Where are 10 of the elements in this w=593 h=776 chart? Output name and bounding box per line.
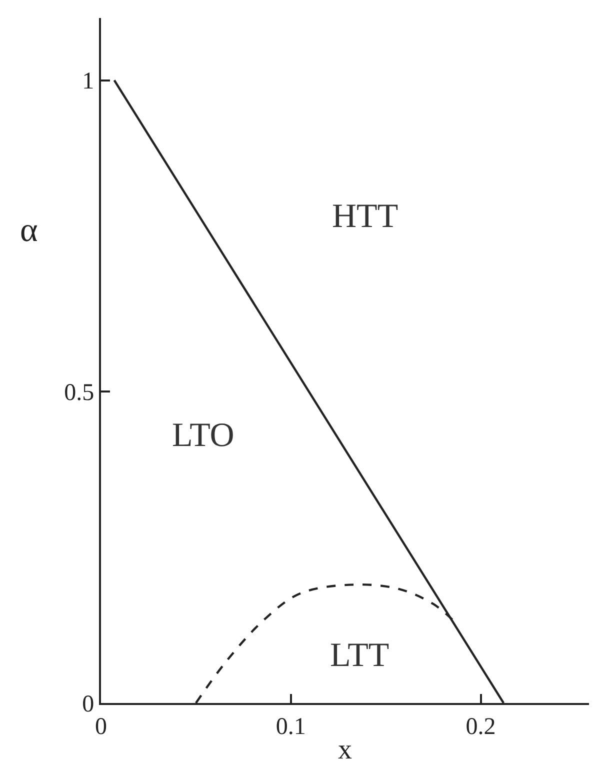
annotation: HTT — [332, 198, 398, 235]
annotation: LTO — [172, 417, 234, 454]
x-tick-label: 0.1 — [276, 714, 306, 740]
x-tick-label: 0.2 — [466, 714, 496, 740]
y-tick-label: 0.5 — [64, 380, 94, 406]
y-tick-label: 1 — [82, 68, 94, 95]
annotation: LTT — [330, 637, 390, 674]
y-axis-title: α — [20, 212, 38, 249]
x-axis-title: x — [338, 734, 352, 766]
y-tick-label: 0 — [82, 691, 94, 718]
